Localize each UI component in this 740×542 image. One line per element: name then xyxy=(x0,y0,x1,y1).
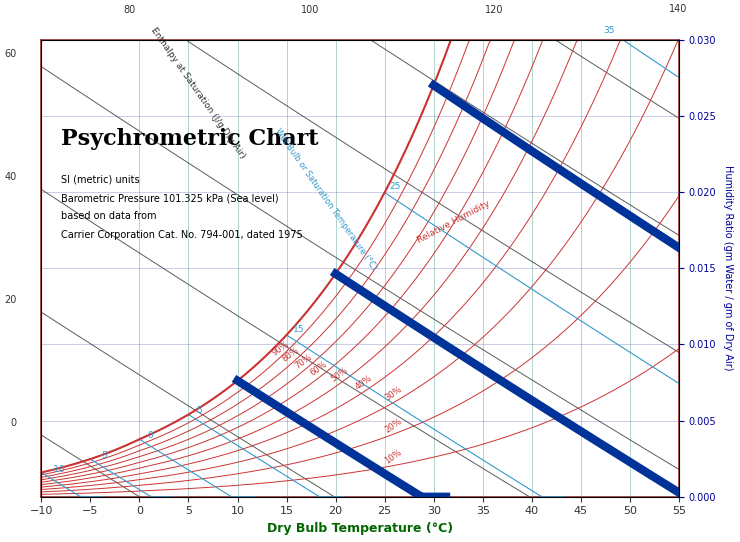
Text: based on data from: based on data from xyxy=(61,211,156,221)
Text: 20%: 20% xyxy=(383,416,403,434)
Text: 35: 35 xyxy=(603,26,614,35)
Text: 120: 120 xyxy=(485,4,503,15)
Text: 100: 100 xyxy=(301,5,319,15)
Text: 70%: 70% xyxy=(293,353,314,371)
Text: 40%: 40% xyxy=(353,374,374,392)
Text: -10: -10 xyxy=(51,465,66,474)
Text: 60%: 60% xyxy=(309,360,329,378)
Text: 40: 40 xyxy=(4,172,17,182)
Text: Barometric Pressure 101.325 kPa (Sea level): Barometric Pressure 101.325 kPa (Sea lev… xyxy=(61,193,278,203)
Y-axis label: Humidity Ratio (gm Water / gm of Dry Air): Humidity Ratio (gm Water / gm of Dry Air… xyxy=(723,165,733,371)
Text: SI (metric) units: SI (metric) units xyxy=(61,175,140,185)
Text: 140: 140 xyxy=(668,4,687,14)
Text: Carrier Corporation Cat. No. 794-001, dated 1975: Carrier Corporation Cat. No. 794-001, da… xyxy=(61,230,303,240)
Text: 50%: 50% xyxy=(330,365,350,384)
Text: 90%: 90% xyxy=(270,339,290,357)
Text: Relative Humidity: Relative Humidity xyxy=(415,199,491,246)
Text: 30%: 30% xyxy=(383,385,403,403)
Text: Psychrometric Chart: Psychrometric Chart xyxy=(61,128,318,150)
Text: 80%: 80% xyxy=(280,346,301,364)
Text: 0: 0 xyxy=(147,431,153,440)
Text: -5: -5 xyxy=(99,451,108,460)
Text: 5: 5 xyxy=(196,405,201,415)
Text: 0: 0 xyxy=(11,417,17,428)
Text: 60: 60 xyxy=(4,49,17,59)
Text: 25: 25 xyxy=(389,182,400,191)
Text: Wet Bulb or Saturation Temperature (°C): Wet Bulb or Saturation Temperature (°C) xyxy=(273,127,378,272)
Text: Enthalpy at Saturation (J/g Dry Air): Enthalpy at Saturation (J/g Dry Air) xyxy=(149,25,247,160)
Text: 20: 20 xyxy=(4,295,17,305)
Text: 15: 15 xyxy=(292,325,304,334)
Text: 80: 80 xyxy=(124,5,135,15)
X-axis label: Dry Bulb Temperature (°C): Dry Bulb Temperature (°C) xyxy=(267,522,453,535)
Text: 10%: 10% xyxy=(383,448,403,466)
